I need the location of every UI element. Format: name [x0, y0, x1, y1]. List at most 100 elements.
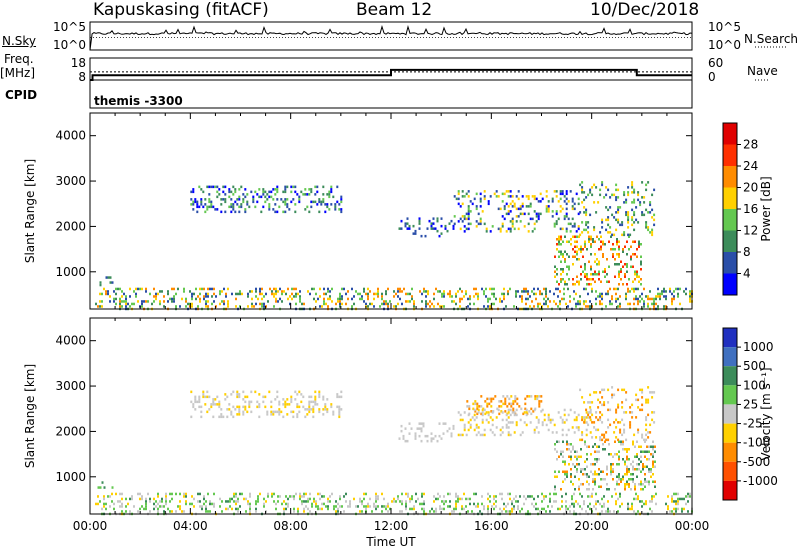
velocity-cell	[469, 418, 472, 422]
velocity-cell	[589, 495, 591, 498]
power-cell	[582, 270, 584, 273]
velocity-cell	[574, 488, 576, 491]
velocity-cell	[263, 505, 265, 508]
velocity-cell	[371, 510, 373, 513]
power-cell	[443, 290, 445, 293]
power-cell	[238, 195, 241, 199]
power-cell	[163, 295, 165, 298]
velocity-cell	[607, 418, 610, 422]
velocity-cell	[529, 495, 531, 498]
power-cell	[621, 223, 624, 227]
power-cell	[626, 253, 628, 256]
power-cell	[258, 188, 261, 191]
power-cell	[625, 198, 628, 202]
power-cell	[599, 295, 601, 298]
velocity-cell	[277, 495, 279, 498]
velocity-cell	[353, 497, 355, 501]
power-cell	[602, 240, 604, 243]
power-cell	[451, 295, 453, 298]
velocity-cell	[628, 458, 630, 461]
velocity-cell	[157, 495, 159, 498]
velocity-cell	[613, 510, 615, 513]
velocity-cell	[258, 403, 261, 406]
velocity-cell	[477, 431, 480, 434]
velocity-cell	[644, 455, 646, 458]
velocity-cell	[556, 450, 558, 453]
power-cell	[568, 255, 570, 258]
velocity-cell	[622, 475, 624, 478]
power-cell	[590, 238, 592, 241]
power-cell	[585, 221, 588, 224]
velocity-cell	[451, 510, 453, 513]
power-cell	[483, 305, 485, 308]
power-cell	[513, 202, 516, 206]
velocity-cell	[207, 492, 209, 496]
velocity-cell	[185, 502, 187, 506]
velocity-cell	[214, 403, 217, 406]
velocity-cell	[685, 495, 687, 498]
velocity-cell	[435, 510, 437, 513]
power-cell	[617, 196, 620, 199]
power-cell	[385, 300, 387, 303]
power-cell	[560, 268, 562, 271]
velocity-cell	[490, 405, 493, 408]
velocity-cell	[266, 413, 269, 416]
velocity-cell	[282, 415, 285, 419]
power-cell	[505, 305, 507, 308]
velocity-cell	[318, 395, 321, 399]
power-cell	[357, 292, 359, 296]
velocity-cell	[631, 505, 633, 508]
power-cell	[594, 280, 596, 283]
power-cell	[224, 198, 227, 201]
velocity-cell	[683, 497, 685, 501]
power-cell	[334, 205, 337, 209]
power-cell	[519, 295, 521, 298]
power-cell	[615, 188, 618, 192]
power-cell	[579, 211, 582, 214]
velocity-cell	[171, 497, 173, 501]
power-cell	[653, 223, 656, 227]
velocity-cell	[524, 397, 527, 401]
power-cell	[634, 270, 636, 273]
velocity-cell	[551, 418, 554, 422]
velocity-cell	[314, 395, 317, 399]
power-cell	[461, 220, 464, 223]
velocity-cell	[579, 505, 581, 508]
velocity-cell	[651, 411, 654, 414]
power-cell	[503, 295, 505, 298]
velocity-cell	[522, 412, 525, 416]
power-cell	[479, 197, 482, 201]
velocity-cell	[531, 495, 533, 498]
velocity-cell	[616, 475, 618, 478]
power-cell	[363, 287, 365, 291]
velocity-cell	[423, 502, 425, 506]
velocity-cell	[244, 408, 247, 411]
velocity-cell	[171, 510, 173, 513]
velocity-cell	[249, 505, 251, 508]
power-cell	[224, 200, 227, 204]
power-cell	[377, 295, 379, 298]
power-cell	[413, 302, 415, 306]
velocity-cell	[375, 500, 377, 503]
velocity-cell	[275, 507, 277, 511]
velocity-cell	[338, 410, 341, 414]
nave-y2tick-top: 60	[708, 56, 723, 70]
power-cell	[503, 205, 506, 208]
power-cell	[635, 295, 637, 298]
power-cell	[633, 228, 636, 232]
power-cell	[539, 212, 542, 216]
power-cell	[507, 212, 510, 216]
power-cell	[521, 290, 523, 293]
power-cell	[300, 190, 303, 194]
velocity-cell	[273, 492, 275, 496]
velocity-cell	[507, 492, 509, 496]
power-cell	[541, 197, 544, 201]
velocity-cell	[607, 426, 610, 429]
power-cell	[556, 280, 558, 283]
velocity-cell	[573, 510, 575, 513]
velocity-cell	[508, 402, 511, 406]
velocity-cells	[95, 386, 693, 516]
power-cell	[428, 219, 431, 223]
power-cell	[332, 195, 335, 199]
power-cell	[477, 297, 479, 301]
